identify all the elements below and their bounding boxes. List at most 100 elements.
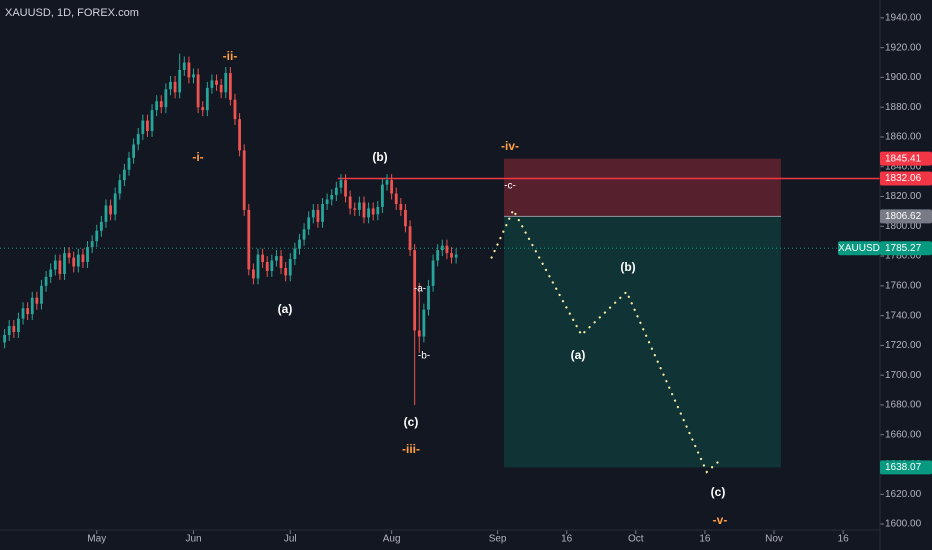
candle-body	[427, 285, 430, 310]
candle-body	[238, 119, 241, 151]
candle-body	[150, 110, 154, 132]
candle-body	[362, 202, 366, 218]
candle-body	[224, 72, 228, 93]
y-tick-label: 1920.00	[885, 42, 922, 53]
candle-body	[109, 205, 112, 215]
candle-body	[247, 209, 251, 270]
candle-body	[155, 101, 159, 111]
candle-body	[275, 256, 278, 261]
candle-body	[118, 180, 122, 194]
candle-body	[252, 269, 255, 279]
price-tag	[880, 151, 932, 166]
candle-body	[40, 285, 43, 304]
candle-body	[307, 217, 311, 230]
wave-label: (b)	[372, 150, 387, 164]
candle-body	[7, 326, 11, 335]
candle-body	[381, 184, 384, 207]
plot-area	[0, 17, 884, 534]
wave-label: (c)	[404, 415, 419, 429]
candle-body	[141, 120, 145, 134]
y-tick-label: 1620.00	[885, 489, 922, 500]
wave-label: (c)	[711, 485, 726, 499]
price-tag-label: 1806.62	[885, 211, 922, 222]
stop-zone	[504, 158, 781, 217]
candle-body	[99, 221, 103, 231]
candle-body	[219, 84, 223, 93]
candle-body	[49, 269, 53, 277]
candle-body	[330, 195, 334, 200]
y-tick-label: 1800.00	[885, 221, 922, 232]
candle-body	[413, 250, 417, 331]
price-tag	[880, 460, 932, 475]
wave-label: -v-	[713, 513, 728, 527]
candle-body	[284, 267, 288, 276]
candle-body	[279, 256, 283, 268]
candle-body	[270, 260, 274, 271]
wave-label: -iii-	[402, 442, 420, 456]
candle-body	[215, 80, 218, 85]
wave-labels: -ii- -i- (b) (a) -a- -b- (c) -iii- -iv- …	[192, 49, 727, 527]
candle-body	[146, 120, 149, 132]
candle-body	[440, 245, 444, 251]
chart-title: XAUUSD, 1D, FOREX.com	[5, 7, 139, 19]
candle-body	[445, 245, 449, 254]
price-tag-label: 1785.27	[885, 243, 922, 254]
candle-body	[436, 250, 440, 261]
candle-body	[136, 133, 140, 145]
x-tick-label: 16	[561, 534, 573, 545]
candle-body	[242, 150, 246, 210]
candle-body	[371, 208, 375, 215]
x-tick-label: May	[87, 534, 106, 545]
y-tick-label: 1880.00	[885, 102, 922, 113]
candle-body	[30, 297, 34, 315]
candle-body	[385, 180, 389, 185]
candle-body	[376, 206, 380, 215]
candle-body	[81, 254, 85, 263]
x-tick-label: Jun	[185, 534, 201, 545]
candle-body	[394, 193, 398, 204]
candle-body	[35, 297, 39, 304]
candle-body	[353, 208, 357, 210]
y-tick-label: 1760.00	[885, 280, 922, 291]
y-tick-label: 1720.00	[885, 340, 922, 351]
candle-body	[104, 205, 108, 222]
candle-body	[417, 330, 421, 337]
candle-body	[302, 229, 306, 240]
y-tick-label: 1860.00	[885, 132, 922, 143]
candle-body	[182, 62, 186, 70]
candle-body	[192, 74, 195, 78]
y-tick-label: 1820.00	[885, 191, 922, 202]
x-tick-label: Sep	[489, 534, 507, 545]
y-tick-label: 1660.00	[885, 429, 922, 440]
x-tick-label: Nov	[765, 534, 783, 545]
y-tick-label: 1680.00	[885, 400, 922, 411]
candle-body	[408, 226, 412, 251]
y-tick-label: 1780.00	[885, 251, 922, 262]
candle-body	[339, 180, 343, 188]
candle-body	[265, 262, 269, 271]
wave-label: -b-	[418, 351, 430, 362]
candle-body	[17, 318, 20, 332]
projection-path	[490, 207, 724, 474]
candle-body	[431, 260, 435, 286]
candle-body	[3, 334, 7, 343]
candle-body	[454, 254, 458, 258]
candle-body	[201, 107, 205, 111]
y-tick-label: 1840.00	[885, 161, 922, 172]
candle-body	[95, 230, 99, 242]
candle-body	[450, 253, 453, 258]
candle-body	[311, 209, 315, 218]
candle-body	[44, 276, 48, 286]
candle-body	[72, 257, 76, 267]
candle-body	[132, 144, 136, 158]
candle-body	[12, 326, 16, 332]
price-tag	[880, 171, 932, 186]
candle-body	[90, 241, 94, 248]
price-tag-label: 1638.07	[885, 462, 922, 473]
candle-body	[58, 260, 62, 274]
candle-body	[422, 309, 426, 337]
candle-body	[399, 203, 403, 210]
candle-body	[334, 187, 338, 196]
